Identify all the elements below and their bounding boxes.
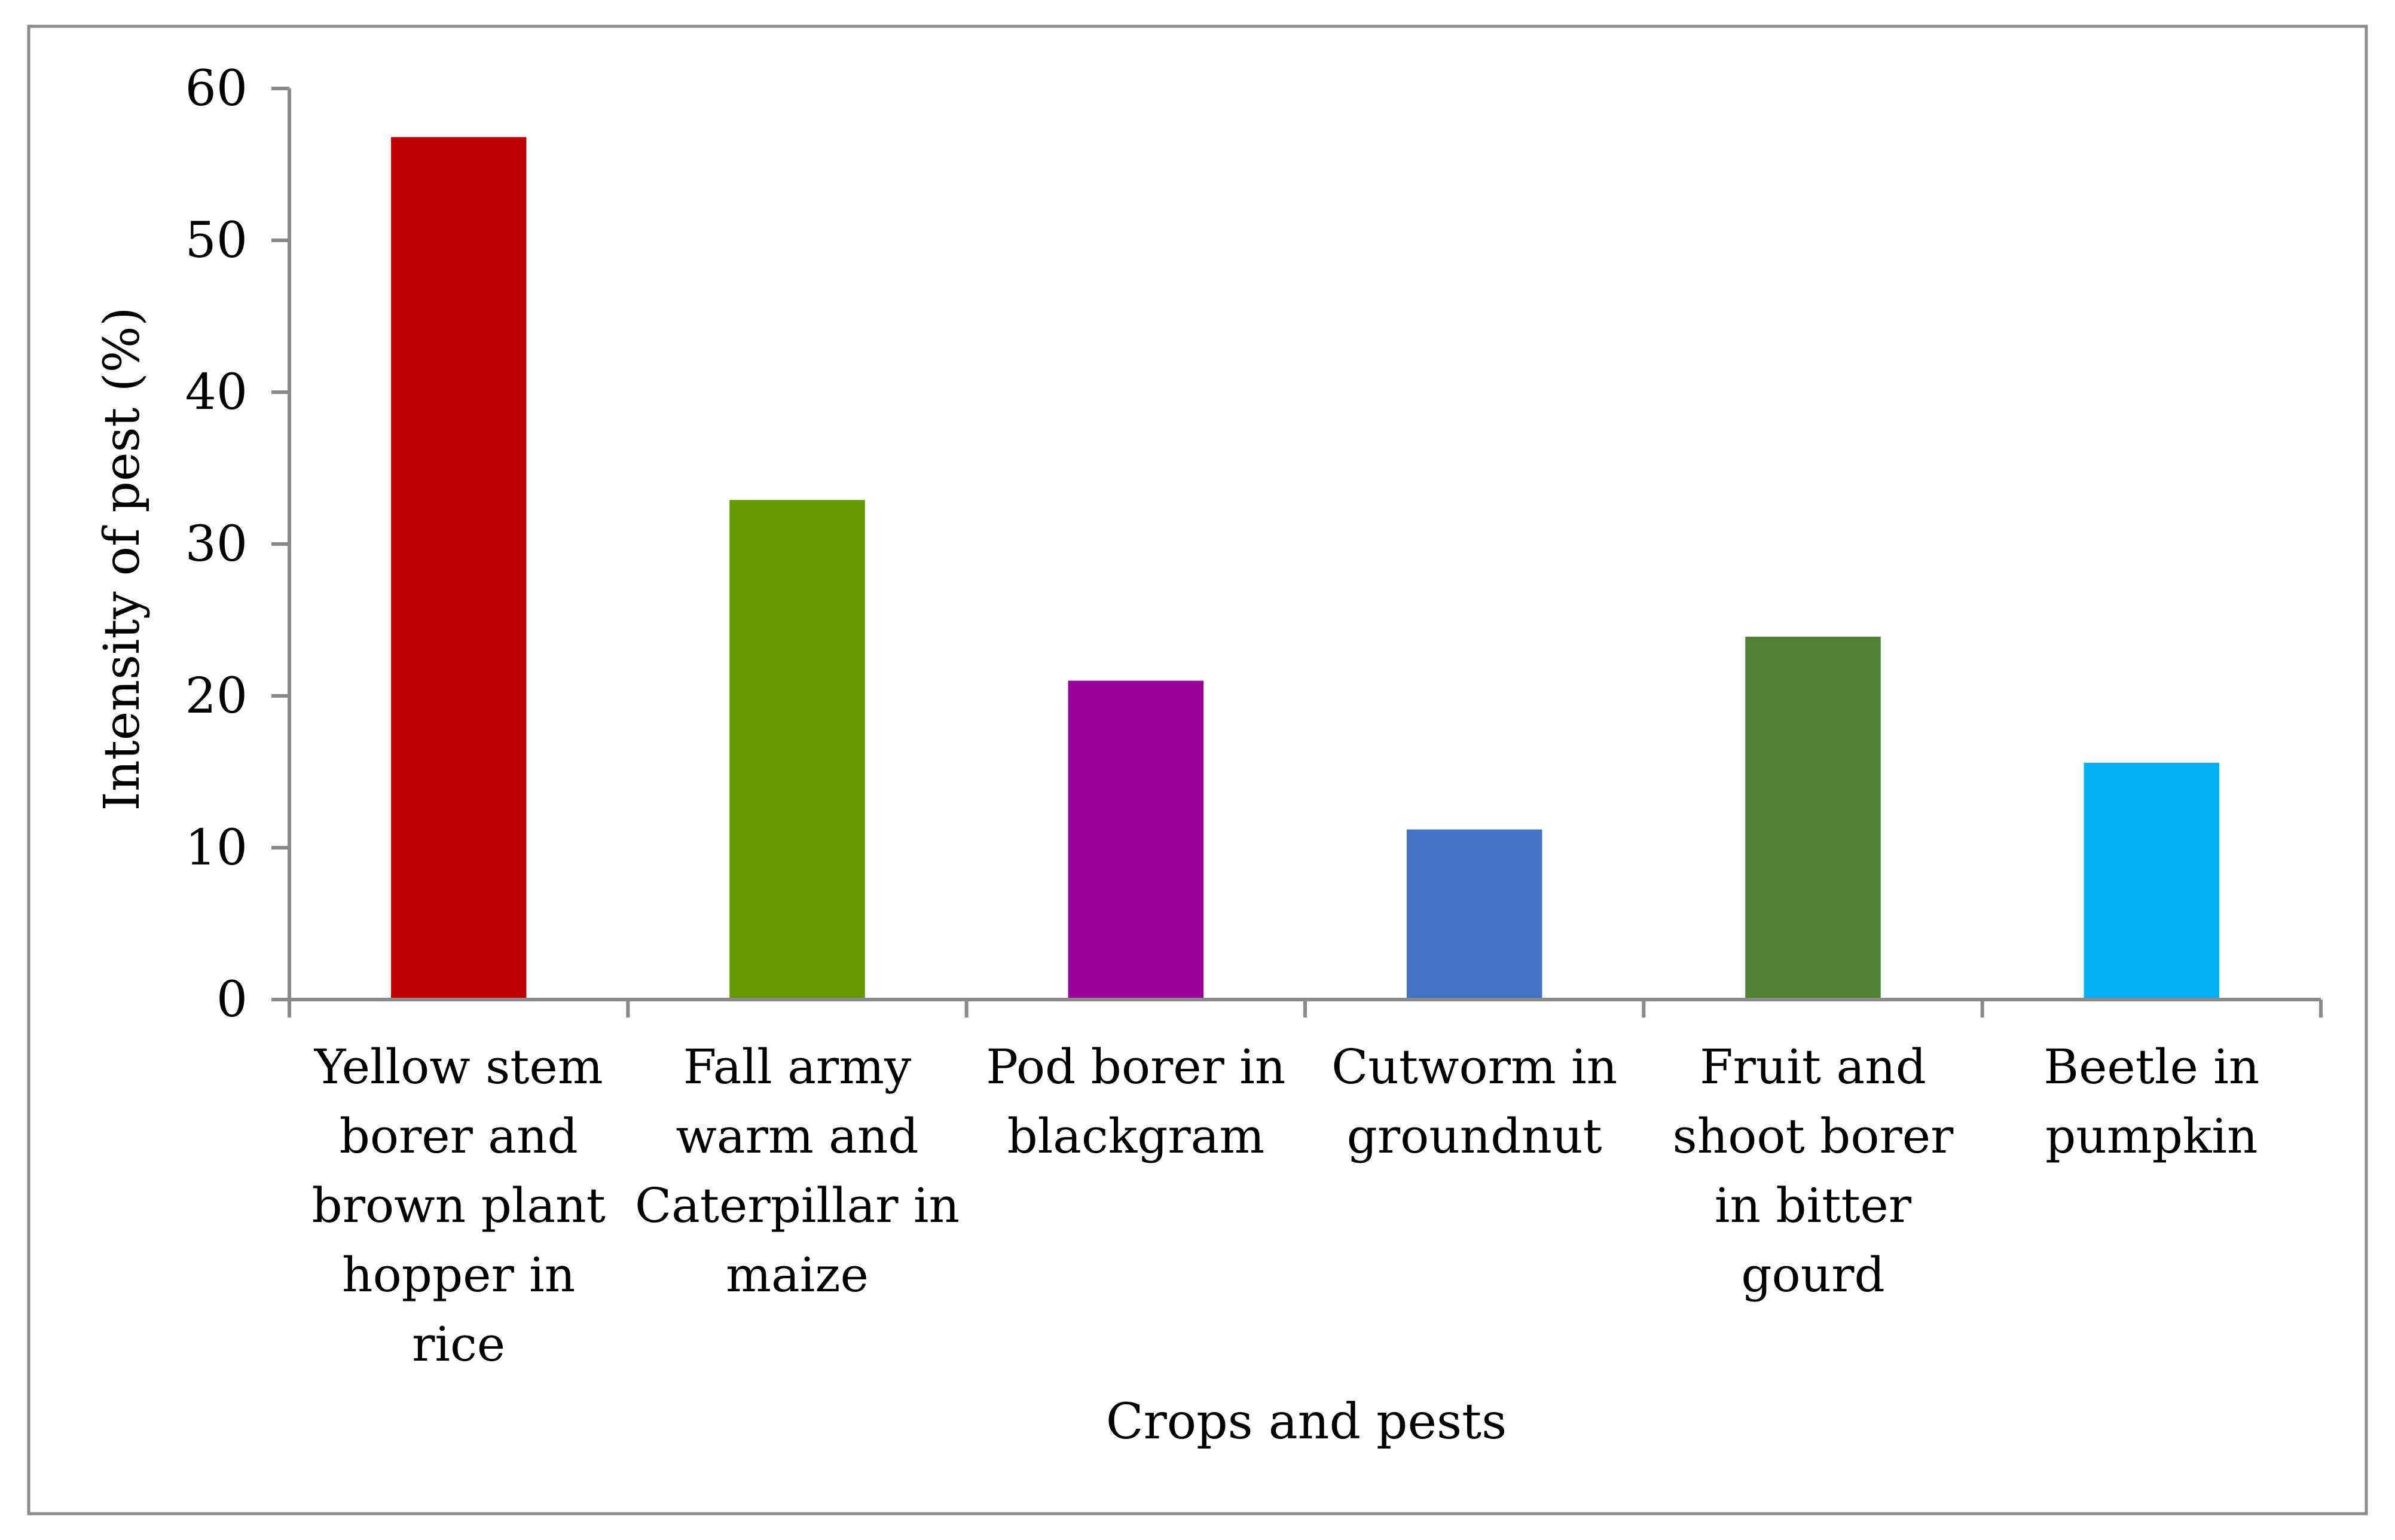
bar bbox=[1068, 680, 1204, 998]
category-label: Pod borer in blackgram bbox=[986, 1039, 1285, 1164]
category-label-line: blackgram bbox=[1007, 1108, 1264, 1164]
category-label-line: maize bbox=[726, 1247, 869, 1303]
y-tick-labels: 0 10 20 30 40 50 60 bbox=[185, 60, 248, 1028]
bars bbox=[390, 137, 2220, 998]
category-label: Fruit and shoot borer in bitter gourd bbox=[1673, 1039, 1954, 1303]
category-label-line: Yellow stem bbox=[314, 1039, 603, 1095]
category-label: Yellow stem borer and brown plant hopper in… bbox=[312, 1039, 606, 1372]
category-label-line: Cutworm in bbox=[1331, 1039, 1617, 1095]
bar bbox=[2084, 762, 2220, 998]
y-tick-label: 40 bbox=[185, 364, 248, 421]
bar bbox=[390, 137, 527, 998]
category-label-line: Fruit and bbox=[1700, 1039, 1926, 1095]
category-label-line: brown plant bbox=[312, 1178, 606, 1233]
category-labels: Yellow stem borer and brown plant hopper in… bbox=[312, 1039, 2260, 1372]
y-axis bbox=[271, 87, 291, 1001]
x-axis bbox=[288, 998, 2323, 1018]
category-label-line: Caterpillar in bbox=[635, 1178, 960, 1233]
category-label-line: groundnut bbox=[1347, 1108, 1602, 1164]
chart-border bbox=[27, 25, 2368, 1515]
y-tick-label: 20 bbox=[185, 668, 248, 725]
y-axis-title: Intensity of pest (%) bbox=[94, 307, 151, 811]
category-label: Fall army warm and Caterpillar in maize bbox=[635, 1039, 960, 1303]
category-label-line: gourd bbox=[1741, 1247, 1884, 1303]
category-label-line: Fall army bbox=[683, 1039, 911, 1095]
category-label-line: pumpkin bbox=[2045, 1108, 2257, 1164]
y-tick-label: 50 bbox=[185, 212, 248, 269]
y-tick-label: 60 bbox=[185, 60, 248, 117]
y-tick-label: 10 bbox=[185, 820, 248, 876]
x-axis-title: Crops and pests bbox=[1106, 1394, 1507, 1450]
bar bbox=[1745, 636, 1881, 998]
category-label-line: shoot borer bbox=[1673, 1108, 1954, 1164]
category-label-line: hopper in bbox=[342, 1247, 575, 1303]
category-label-line: rice bbox=[412, 1316, 505, 1372]
category-label-line: borer and bbox=[340, 1108, 578, 1164]
category-label-line: Beetle in bbox=[2043, 1039, 2259, 1095]
category-label-line: in bitter bbox=[1715, 1178, 1912, 1233]
bar bbox=[729, 500, 865, 998]
category-label-line: Pod borer in bbox=[986, 1039, 1285, 1095]
y-tick-label: 30 bbox=[185, 516, 248, 573]
y-tick-label: 0 bbox=[216, 971, 248, 1028]
category-label: Beetle in pumpkin bbox=[2043, 1039, 2259, 1164]
bar bbox=[1406, 829, 1542, 998]
category-label-line: warm and bbox=[676, 1108, 918, 1164]
category-label: Cutworm in groundnut bbox=[1331, 1039, 1617, 1164]
